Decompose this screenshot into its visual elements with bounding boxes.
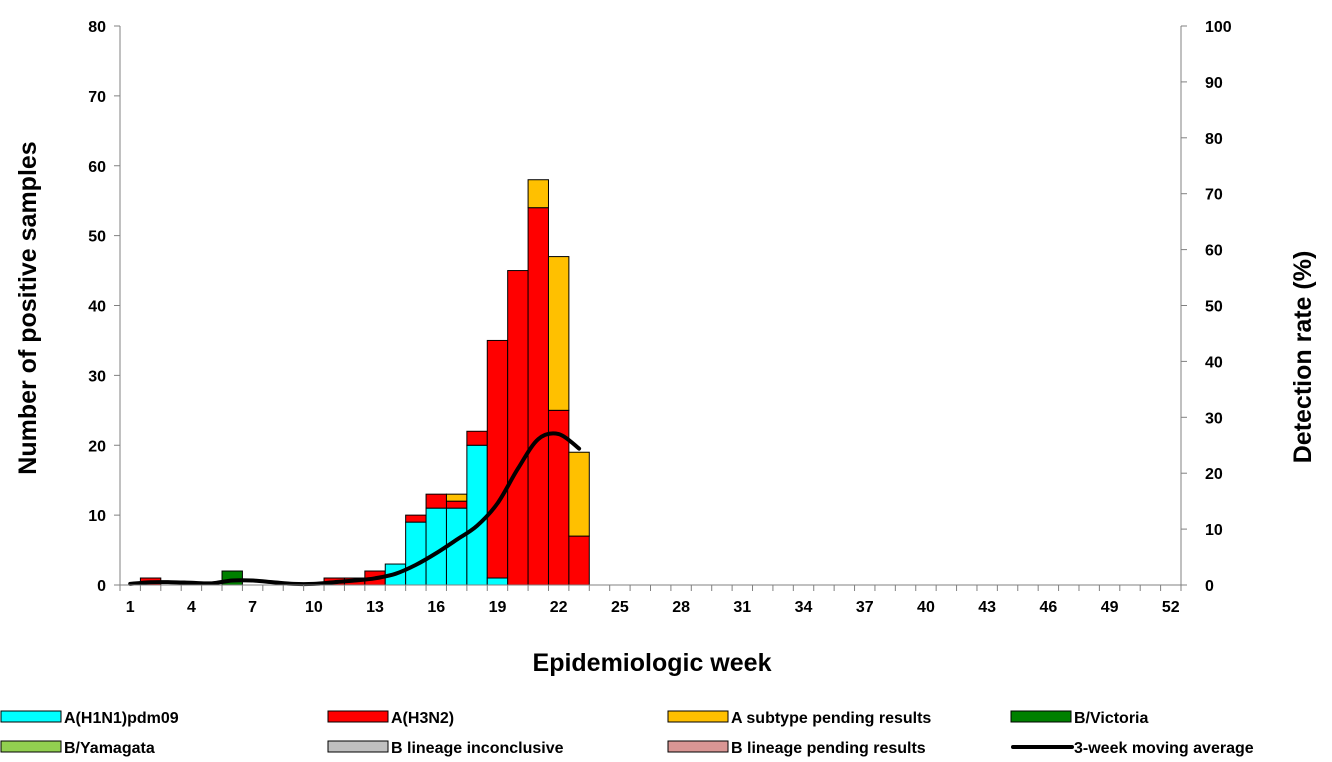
x-tick-label: 43	[978, 599, 996, 616]
bar-segment-a-h3n2--week-19	[486, 339, 509, 579]
y-tick-label: 50	[88, 229, 106, 246]
legend-swatch	[0, 710, 62, 723]
y2-tick-label: 40	[1205, 354, 1223, 371]
bar-segment-a-h3n2--week-17	[445, 500, 468, 509]
legend-label: B/Victoria	[1074, 710, 1149, 727]
y-tick-label: 60	[88, 159, 106, 176]
x-tick-label: 31	[733, 599, 751, 616]
y2-tick-label: 50	[1205, 299, 1223, 316]
y2-tick-label: 30	[1205, 410, 1223, 427]
legend-label: B lineage pending results	[731, 740, 926, 757]
x-tick-label: 46	[1039, 599, 1057, 616]
y-tick-label: 0	[97, 578, 106, 595]
moving-average-line	[128, 431, 582, 587]
x-tick-label: 40	[917, 599, 935, 616]
legend-swatch	[327, 740, 389, 753]
y2-axis-title: Detection rate (%)	[1289, 251, 1317, 464]
y2-tick-label: 10	[1205, 522, 1223, 539]
bar-segment-a-subtype-pending-results-week-17	[445, 493, 468, 502]
y-axis-title: Number of positive samples	[14, 141, 42, 474]
x-tick-label: 1	[126, 599, 135, 616]
bar-segment-a-subtype-pending-results-week-22	[547, 256, 570, 411]
legend-swatch	[327, 710, 389, 723]
x-tick-label: 19	[489, 599, 507, 616]
y2-tick-label: 60	[1205, 243, 1223, 260]
x-tick-label: 16	[427, 599, 445, 616]
legend-label: A(H3N2)	[391, 710, 454, 727]
bar-segment-a-h3n2--week-16	[425, 493, 447, 509]
bar-segment-a-h3n2--week-23	[568, 535, 590, 586]
legend-label: 3-week moving average	[1074, 740, 1254, 757]
legend-swatch	[667, 710, 729, 723]
y2-tick-label: 70	[1205, 187, 1223, 204]
y-tick-label: 80	[88, 19, 106, 36]
x-tick-label: 34	[795, 599, 813, 616]
y2-tick-label: 90	[1205, 75, 1223, 92]
y-tick-label: 20	[88, 438, 106, 455]
x-tick-label: 4	[187, 599, 196, 616]
moving-average-path	[128, 431, 582, 587]
bar-segment-a-h1n1-pdm09-week-18	[466, 444, 488, 586]
legend-label: B/Yamagata	[64, 740, 155, 757]
y2-tick-label: 100	[1205, 19, 1232, 36]
legend-label: A(H1N1)pdm09	[64, 710, 179, 727]
x-tick-label: 10	[305, 599, 323, 616]
legend: A(H1N1)pdm09 A(H3N2) A subtype pending res…	[0, 710, 1254, 757]
legend-swatch	[0, 740, 62, 753]
legend-label: A subtype pending results	[731, 710, 931, 727]
bar-segment-a-h1n1-pdm09-week-19	[486, 577, 509, 586]
y-tick-label: 70	[88, 89, 106, 106]
y-tick-label: 40	[88, 299, 106, 316]
legend-swatch	[1010, 710, 1072, 723]
bar-segment-a-h3n2--week-21	[527, 207, 549, 586]
x-tick-label: 49	[1101, 599, 1119, 616]
axes: 0 10 20 30 40 50 60 70 80 0 10 20 30 40 50 60 70 80 90 100 1…	[88, 19, 1232, 616]
y-tick-label: 30	[88, 368, 106, 385]
bar-segment-a-h3n2--week-20	[507, 270, 529, 586]
y2-tick-label: 20	[1205, 466, 1223, 483]
x-tick-label: 7	[248, 599, 257, 616]
bar-segment-a-h1n1-pdm09-week-15	[405, 521, 427, 586]
x-tick-label: 13	[366, 599, 384, 616]
x-tick-label: 25	[611, 599, 629, 616]
bar-segment-a-subtype-pending-results-week-21	[527, 179, 549, 209]
bar-segment-a-h3n2--week-15	[405, 514, 427, 523]
bar-segment-a-subtype-pending-results-week-23	[568, 451, 590, 537]
x-axis-title: Epidemiologic week	[533, 649, 772, 677]
x-tick-label: 52	[1162, 599, 1180, 616]
stacked-bars	[139, 179, 590, 586]
legend-label: B lineage inconclusive	[391, 740, 564, 757]
x-tick-label: 37	[856, 599, 874, 616]
y2-tick-label: 80	[1205, 131, 1223, 148]
legend-swatch	[667, 740, 729, 753]
bar-segment-a-h3n2--week-18	[466, 430, 488, 446]
x-tick-label: 22	[550, 599, 568, 616]
y2-tick-label: 0	[1205, 578, 1214, 595]
x-tick-label: 28	[672, 599, 690, 616]
y-tick-label: 10	[88, 508, 106, 525]
